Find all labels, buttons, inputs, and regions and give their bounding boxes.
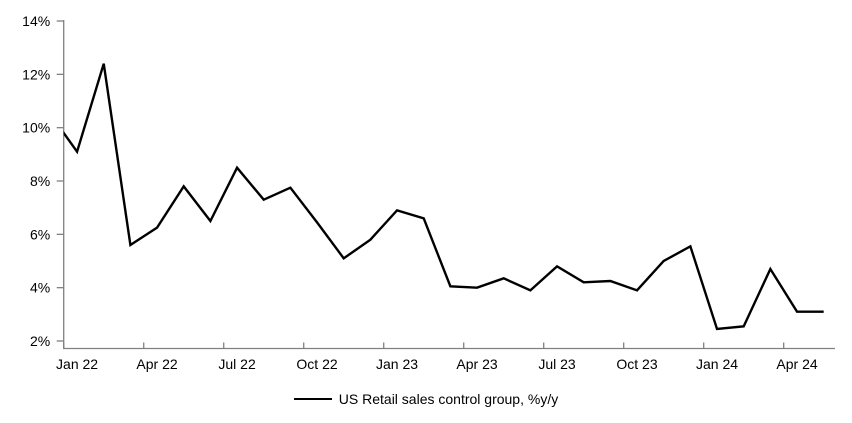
legend-line-sample-icon [293,398,332,400]
y-tick-label: 4% [30,280,50,296]
x-tick-label: Oct 22 [296,356,337,372]
data-series [63,63,824,331]
x-tick-label: Jan 23 [376,356,418,372]
y-tick-label: 8% [30,173,50,189]
y-tick-label: 10% [22,120,50,136]
x-tick-label: Jul 22 [218,356,256,372]
y-tick-label: 6% [30,226,50,242]
x-tick-label: Oct 23 [616,356,657,372]
x-axis: Jan 22 Apr 22 Jul 22 Oct 22 Jan 23 Apr 23 Jul … [56,342,835,372]
y-tick-label: 12% [22,66,50,82]
y-tick-label: 2% [30,333,50,349]
legend: US Retail sales control group, %y/y [0,389,852,409]
x-tick-label: Apr 22 [136,356,177,372]
x-tick-label: Apr 24 [776,356,817,372]
x-tick-label: Apr 23 [456,356,497,372]
y-axis: 2% 4% 6% 8% 10% 12% 14% [22,13,65,349]
retail-sales-line [63,63,824,331]
x-tick-label: Jan 24 [696,356,738,372]
x-tick-label: Jul 23 [538,356,576,372]
legend-label: US Retail sales control group, %y/y [338,391,559,407]
y-tick-label: 14% [22,13,50,29]
x-tick-label: Jan 22 [56,356,98,372]
